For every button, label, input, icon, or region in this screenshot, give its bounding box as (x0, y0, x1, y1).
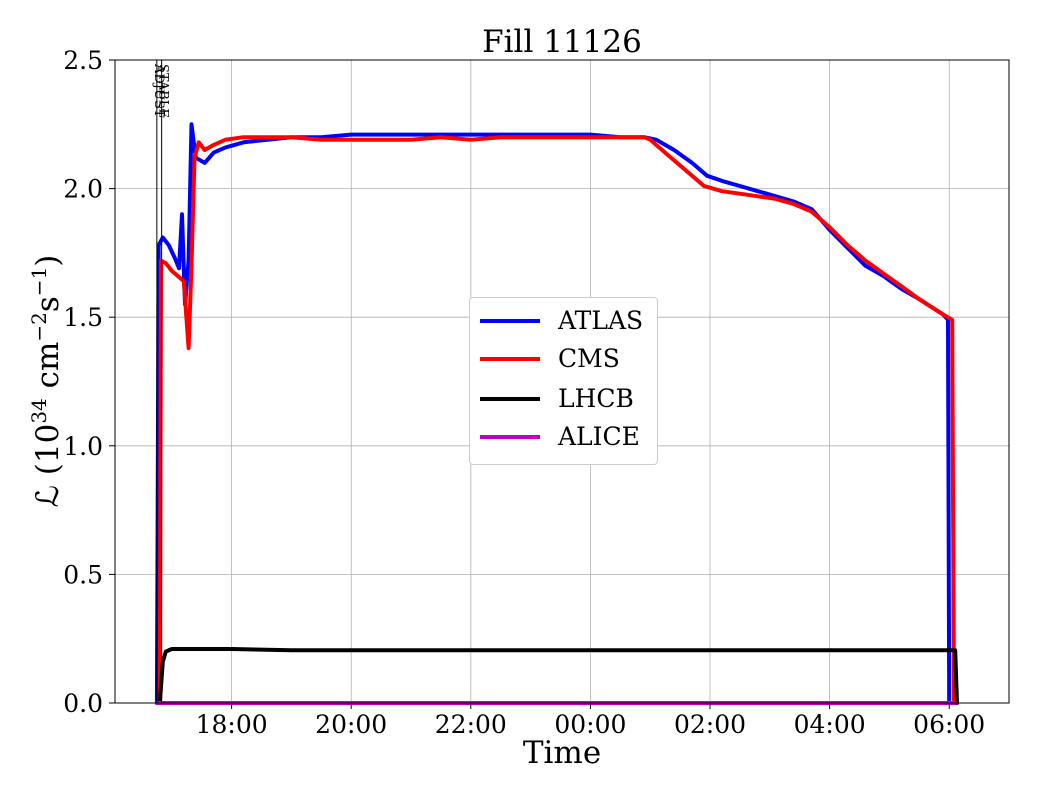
y-tick-label: 1.5 (63, 303, 103, 332)
y-tick-label: 0.5 (63, 560, 103, 589)
legend-item-atlas: ATLAS (480, 306, 643, 336)
x-tick-label: 22:00 (435, 710, 507, 739)
x-axis-label: Time (523, 735, 601, 771)
legend-item-cms: CMS (480, 344, 620, 374)
legend-swatch-atlas (480, 319, 540, 323)
y-axis-label-main: ℒ (10 (30, 424, 66, 508)
chart-title: Fill 11126 (482, 24, 642, 60)
x-tick-label: 20:00 (315, 710, 387, 739)
y-tick-label: 2.0 (63, 175, 103, 204)
y-tick-label: 1.0 (63, 432, 103, 461)
series-line-cms (157, 135, 956, 705)
legend-swatch-alice (480, 435, 540, 439)
y-tick-label: 0.0 (63, 689, 103, 718)
plot-frame (114, 59, 1010, 704)
legend-label-cms: CMS (558, 344, 620, 373)
y-axis-label-exp2: −2 (27, 312, 51, 341)
y-axis-label-exp3: −1 (27, 267, 51, 296)
y-axis-label-exp1: 34 (27, 398, 51, 423)
legend: ATLAS CMS LHCB ALICE (469, 297, 658, 465)
x-tick-label: 18:00 (196, 710, 268, 739)
y-axis-label-close: ) (30, 255, 66, 267)
legend-swatch-lhcb (480, 397, 540, 401)
y-axis-label: ℒ (1034 cm−2s−1) (27, 255, 66, 508)
legend-item-alice: ALICE (480, 422, 640, 452)
annotation-label: STABLE (156, 64, 171, 118)
x-tick-label: 02:00 (674, 710, 746, 739)
series-line-lhcb (157, 647, 959, 705)
legend-label-alice: ALICE (558, 422, 640, 451)
legend-label-atlas: ATLAS (558, 306, 644, 335)
y-tick-label: 2.5 (63, 46, 103, 75)
y-tick-layer: 0.0 0.5 1.0 1.5 2.0 2.5 (63, 46, 115, 718)
x-tick-label: 00:00 (554, 710, 626, 739)
x-tick-label: 04:00 (794, 710, 866, 739)
y-axis-label-s: s (30, 296, 66, 312)
legend-item-lhcb: LHCB (480, 384, 634, 414)
legend-label-lhcb: LHCB (558, 384, 634, 413)
x-tick-label: 06:00 (913, 710, 985, 739)
x-tick-layer: 18:00 20:00 22:00 00:00 02:00 04:00 06:00 (196, 703, 985, 739)
legend-swatch-cms (480, 357, 540, 361)
y-axis-label-unit: cm (30, 342, 66, 399)
